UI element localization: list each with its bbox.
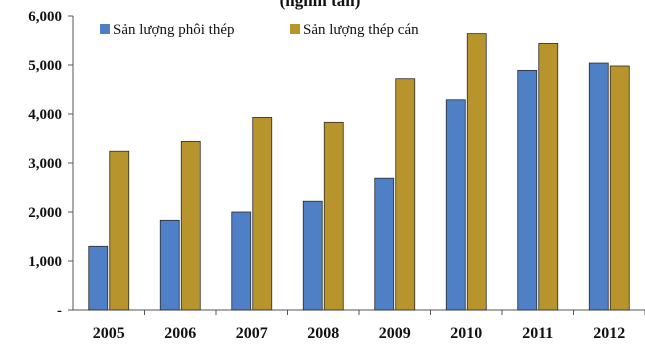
bar-phoi-thep-2011 — [517, 69, 538, 311]
x-tick-label-2005: 2005 — [93, 325, 125, 342]
x-tick-label-2010: 2010 — [450, 325, 482, 342]
y-tick-label: - — [57, 303, 62, 319]
y-tick-label: 3,000 — [28, 156, 62, 172]
axes: - 1,000 2,000 3,000 4,000 5,000 6,000 2005 2006 2… — [28, 9, 645, 342]
y-tick-label: 5,000 — [28, 58, 62, 74]
x-tick-label-2008: 2008 — [307, 325, 339, 342]
bar-thep-can-2005 — [109, 150, 130, 311]
y-tick-label: 4,000 — [28, 107, 62, 123]
x-tick-label-2009: 2009 — [379, 325, 411, 342]
bar-thep-can-2010 — [466, 33, 487, 311]
x-tick-label-2007: 2007 — [236, 325, 268, 342]
bar-thep-can-2007 — [252, 117, 273, 311]
bar-phoi-thep-2005 — [88, 245, 109, 311]
bar-phoi-thep-2010 — [445, 99, 466, 311]
x-tick-label-2006: 2006 — [164, 325, 196, 342]
x-tick-label-2012: 2012 — [593, 325, 625, 342]
y-tick-label: 6,000 — [28, 9, 62, 25]
legend-swatch-thep-can — [290, 24, 300, 34]
bar-phoi-thep-2009 — [374, 177, 395, 311]
bar-phoi-thep-2008 — [302, 200, 323, 311]
bar-phoi-thep-2006 — [159, 219, 180, 311]
x-tick-label-2011: 2011 — [522, 325, 553, 342]
bar-thep-can-2008 — [323, 121, 344, 311]
bar-thep-can-2006 — [180, 141, 201, 311]
bar-thep-can-2012 — [609, 65, 630, 311]
legend-label-phoi-thep: Sản lượng phôi thép — [113, 22, 234, 38]
chart-title: (nghìn tấn) — [280, 0, 361, 10]
legend: Sản lượng phôi thép Sản lượng thép cán — [100, 22, 419, 38]
bar-phoi-thep-2007 — [231, 211, 252, 311]
bar-thep-can-2011 — [538, 43, 559, 311]
bar-phoi-thep-2012 — [588, 62, 609, 311]
legend-swatch-phoi-thep — [100, 24, 110, 34]
bar-thep-can-2009 — [395, 78, 416, 311]
y-tick-label: 2,000 — [28, 205, 62, 221]
y-tick-label: 1,000 — [28, 254, 62, 270]
legend-label-thep-can: Sản lượng thép cán — [303, 22, 419, 38]
bars — [88, 33, 630, 311]
